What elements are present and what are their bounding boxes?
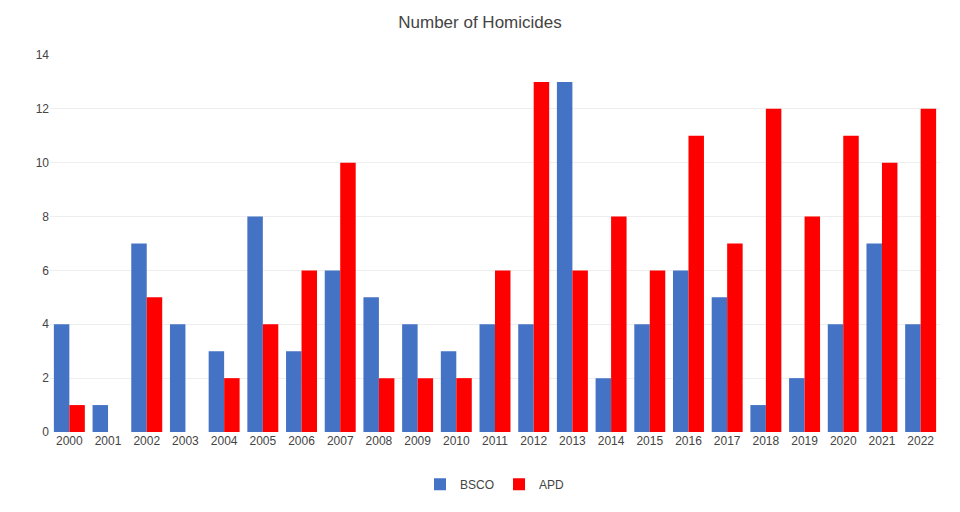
svg-text:BSCO: BSCO bbox=[460, 478, 494, 492]
svg-text:0: 0 bbox=[42, 425, 49, 439]
svg-text:2022: 2022 bbox=[907, 434, 934, 448]
svg-text:2003: 2003 bbox=[172, 434, 199, 448]
svg-text:2017: 2017 bbox=[714, 434, 741, 448]
svg-text:2000: 2000 bbox=[56, 434, 83, 448]
svg-text:2012: 2012 bbox=[520, 434, 547, 448]
svg-text:2020: 2020 bbox=[830, 434, 857, 448]
svg-text:2011: 2011 bbox=[482, 434, 508, 448]
svg-text:2002: 2002 bbox=[133, 434, 160, 448]
svg-text:2014: 2014 bbox=[598, 434, 625, 448]
svg-text:4: 4 bbox=[42, 317, 49, 331]
svg-text:2008: 2008 bbox=[366, 434, 393, 448]
svg-text:2001: 2001 bbox=[95, 434, 122, 448]
svg-text:2019: 2019 bbox=[791, 434, 818, 448]
svg-text:2010: 2010 bbox=[443, 434, 470, 448]
svg-text:2005: 2005 bbox=[249, 434, 276, 448]
svg-text:14: 14 bbox=[36, 48, 50, 62]
svg-text:12: 12 bbox=[36, 102, 50, 116]
svg-text:2016: 2016 bbox=[675, 434, 702, 448]
svg-text:6: 6 bbox=[42, 264, 49, 278]
svg-text:2021: 2021 bbox=[869, 434, 896, 448]
svg-text:2004: 2004 bbox=[211, 434, 238, 448]
svg-text:2013: 2013 bbox=[559, 434, 586, 448]
svg-text:2: 2 bbox=[42, 371, 49, 385]
svg-text:2015: 2015 bbox=[636, 434, 663, 448]
svg-text:Number of Homicides: Number of Homicides bbox=[398, 13, 561, 32]
svg-text:2007: 2007 bbox=[327, 434, 354, 448]
svg-text:2018: 2018 bbox=[753, 434, 780, 448]
svg-text:2009: 2009 bbox=[404, 434, 431, 448]
svg-text:8: 8 bbox=[42, 210, 49, 224]
svg-text:10: 10 bbox=[36, 156, 50, 170]
svg-text:2006: 2006 bbox=[288, 434, 315, 448]
svg-text:APD: APD bbox=[539, 478, 564, 492]
